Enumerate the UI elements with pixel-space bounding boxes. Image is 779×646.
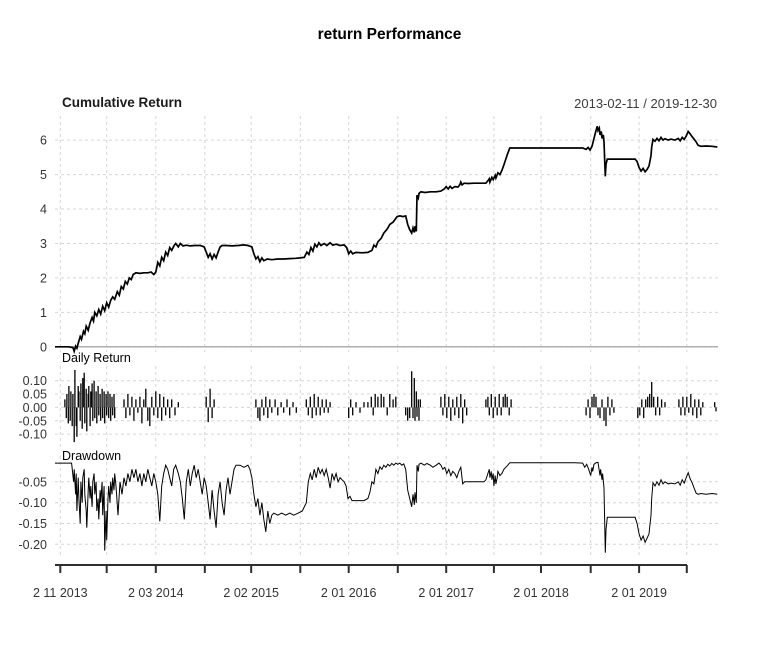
- daily-ytick-label: 0.10: [23, 374, 47, 388]
- daily-return-panel-title: Daily Return: [62, 351, 131, 365]
- drawdown-ytick-label: -0.20: [19, 538, 48, 552]
- x-tick-label: 2 11 2013: [33, 586, 88, 600]
- drawdown-ytick-label: -0.15: [19, 517, 48, 531]
- x-tick-label: 2 01 2018: [513, 586, 569, 600]
- cumulative-ytick-label: 4: [40, 203, 47, 217]
- daily-series-bars: [64, 370, 717, 443]
- cumulative-ytick-label: 0: [40, 340, 47, 354]
- daily-ytick-label: 0.05: [23, 388, 47, 402]
- drawdown-ytick-label: -0.10: [19, 496, 48, 510]
- x-tick-label: 2 02 2015: [223, 586, 279, 600]
- date-range: 2013-02-11 / 2019-12-30: [574, 96, 717, 111]
- daily-ytick-label: -0.10: [19, 428, 48, 442]
- page-title: return Performance: [317, 26, 462, 43]
- cumulative-panel-title: Cumulative Return: [62, 95, 183, 110]
- x-tick-label: 2 01 2017: [418, 586, 474, 600]
- cumulative-ytick-label: 6: [40, 134, 47, 148]
- cumulative-panel: 6 5 4 3 2 1 0: [40, 116, 718, 354]
- cumulative-ytick-label: 1: [40, 306, 47, 320]
- drawdown-panel: -0.05 -0.10 -0.15 -0.20: [19, 456, 718, 556]
- drawdown-ytick-label: -0.05: [19, 475, 48, 489]
- daily-ytick-label: -0.05: [19, 414, 48, 428]
- cumulative-ytick-label: 2: [40, 271, 47, 285]
- x-axis: 2 11 2013 2 03 2014 2 02 2015 2 01 2016 2 01…: [33, 564, 688, 600]
- cumulative-ytick-label: 5: [40, 168, 47, 182]
- x-tick-label: 2 01 2016: [321, 586, 377, 600]
- cumulative-ytick-label: 3: [40, 237, 47, 251]
- cumulative-series-line: [55, 125, 718, 355]
- drawdown-panel-title: Drawdown: [62, 449, 122, 463]
- x-tick-label: 2 01 2019: [611, 586, 667, 600]
- daily-panel: 0.100.050.00-0.05-0.10: [19, 366, 718, 448]
- daily-ytick-label: 0.00: [23, 401, 47, 415]
- drawdown-series-line: [55, 461, 718, 553]
- x-tick-label: 2 03 2014: [128, 586, 184, 600]
